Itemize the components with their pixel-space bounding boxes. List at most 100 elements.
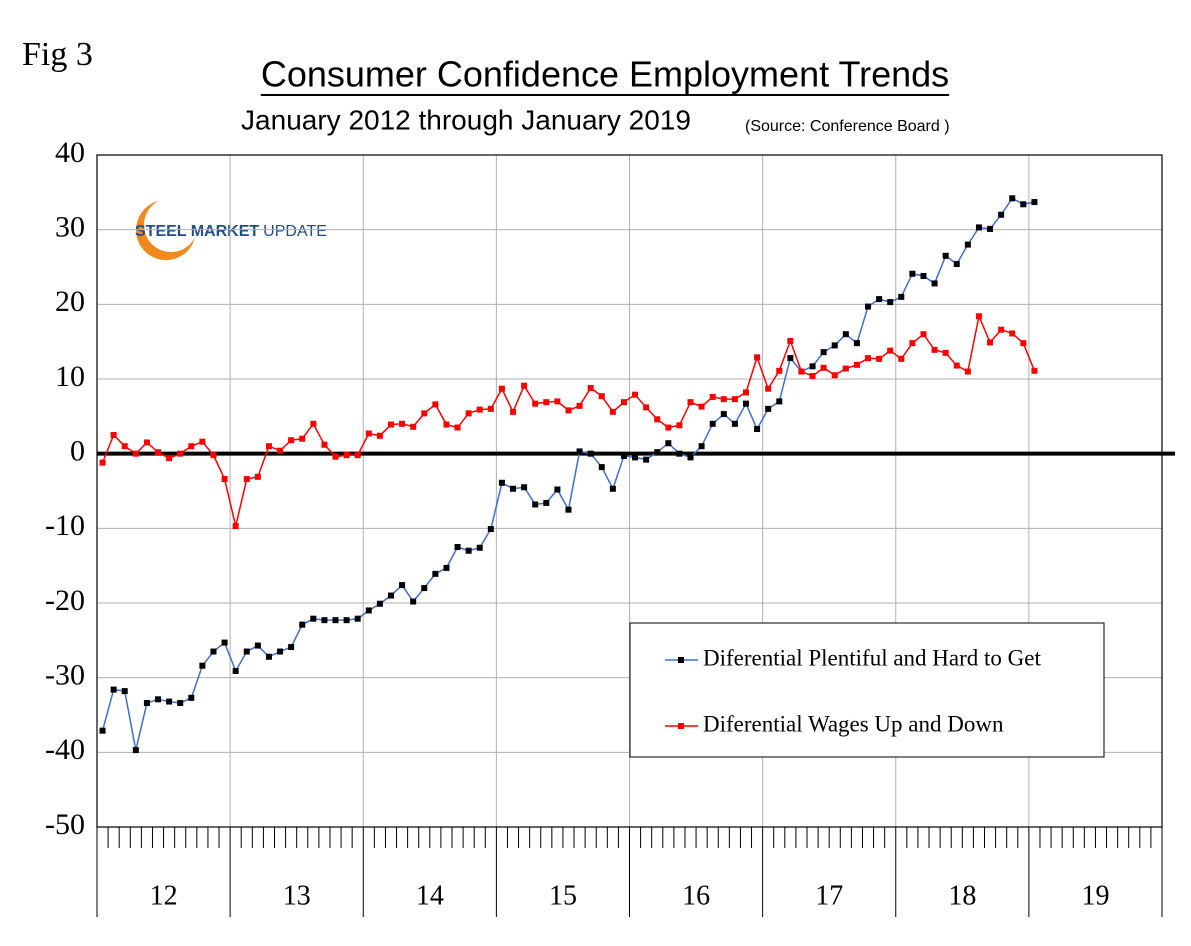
series-line <box>101 313 1036 527</box>
point-marker <box>188 694 195 701</box>
point-marker <box>643 404 650 411</box>
point-marker <box>221 476 228 483</box>
y-tick-label: -20 <box>45 584 85 617</box>
point-marker <box>166 698 173 705</box>
point-marker <box>166 455 173 462</box>
point-marker <box>554 486 561 493</box>
point-marker <box>277 648 284 655</box>
point-marker <box>210 648 217 655</box>
point-marker <box>99 727 106 734</box>
point-marker <box>121 688 128 695</box>
legend-box <box>629 622 1105 758</box>
point-marker <box>432 401 439 408</box>
point-marker <box>110 432 117 438</box>
logo-text: STEEL MARKET UPDATE <box>135 223 327 240</box>
point-marker <box>143 439 150 446</box>
x-group-label: 15 <box>549 880 577 911</box>
point-marker <box>177 700 184 707</box>
point-marker <box>221 639 228 646</box>
y-tick-label: -40 <box>45 733 85 766</box>
point-marker <box>99 459 106 466</box>
point-marker <box>942 252 949 259</box>
point-marker <box>376 432 383 439</box>
point-marker <box>731 420 738 427</box>
point-marker <box>620 452 627 459</box>
point-marker <box>1009 195 1016 202</box>
point-marker <box>1031 367 1038 374</box>
point-marker <box>232 523 239 530</box>
point-marker <box>132 450 139 457</box>
point-marker <box>210 452 217 459</box>
point-marker <box>787 355 794 362</box>
x-group-label: 18 <box>948 880 976 911</box>
point-marker <box>587 450 594 457</box>
point-marker <box>609 485 616 492</box>
logo-light: UPDATE <box>263 223 327 240</box>
point-marker <box>809 363 816 370</box>
point-marker <box>399 420 406 427</box>
point-marker <box>521 382 528 389</box>
point-marker <box>354 615 361 622</box>
source-note: (Source: Conference Board ) <box>745 118 950 135</box>
chart-subtitle: January 2012 through January 2019 <box>241 104 691 135</box>
y-tick-label: 40 <box>55 136 85 169</box>
point-marker <box>288 437 295 444</box>
point-marker <box>243 648 250 655</box>
point-marker <box>842 331 849 338</box>
x-group-label: 14 <box>416 880 444 911</box>
point-marker <box>576 448 583 455</box>
point-marker <box>920 272 927 279</box>
point-marker <box>975 224 982 231</box>
legend-marker <box>678 657 684 663</box>
point-marker <box>776 398 783 405</box>
point-marker <box>421 585 428 592</box>
legend-label: Diferential Plentiful and Hard to Get <box>703 645 1041 670</box>
point-marker <box>243 476 250 483</box>
point-marker <box>676 450 683 457</box>
point-marker <box>188 443 195 450</box>
point-marker <box>709 420 716 427</box>
y-tick-label: -30 <box>45 659 85 692</box>
point-marker <box>798 368 805 375</box>
point-marker <box>454 544 461 550</box>
point-marker <box>521 484 528 491</box>
point-marker <box>931 346 938 353</box>
point-marker <box>565 407 572 414</box>
point-marker <box>853 340 860 347</box>
point-marker <box>321 441 328 448</box>
point-marker <box>598 393 605 400</box>
point-marker <box>299 435 306 442</box>
point-marker <box>443 421 450 428</box>
point-marker <box>199 438 206 445</box>
point-marker <box>443 564 450 571</box>
point-marker <box>543 499 550 506</box>
point-marker <box>865 303 872 310</box>
point-marker <box>754 426 761 433</box>
point-marker <box>410 423 417 430</box>
point-marker <box>720 396 727 403</box>
point-marker <box>987 339 994 346</box>
y-tick-label: 20 <box>55 285 85 318</box>
point-marker <box>143 700 150 707</box>
point-marker <box>964 241 971 248</box>
point-marker <box>887 347 894 354</box>
point-marker <box>964 368 971 375</box>
point-marker <box>865 355 872 362</box>
point-marker <box>876 296 883 303</box>
point-marker <box>410 598 417 605</box>
point-marker <box>975 313 982 320</box>
point-marker <box>809 373 816 380</box>
point-marker <box>953 261 960 268</box>
point-marker <box>632 391 639 398</box>
point-marker <box>343 452 350 459</box>
x-group-label: 17 <box>815 880 843 911</box>
point-marker <box>742 400 749 407</box>
point-marker <box>454 424 461 431</box>
point-marker <box>665 440 672 447</box>
point-marker <box>177 450 184 457</box>
point-marker <box>310 420 317 427</box>
point-marker <box>376 600 383 607</box>
point-marker <box>299 621 306 628</box>
point-marker <box>498 479 505 486</box>
